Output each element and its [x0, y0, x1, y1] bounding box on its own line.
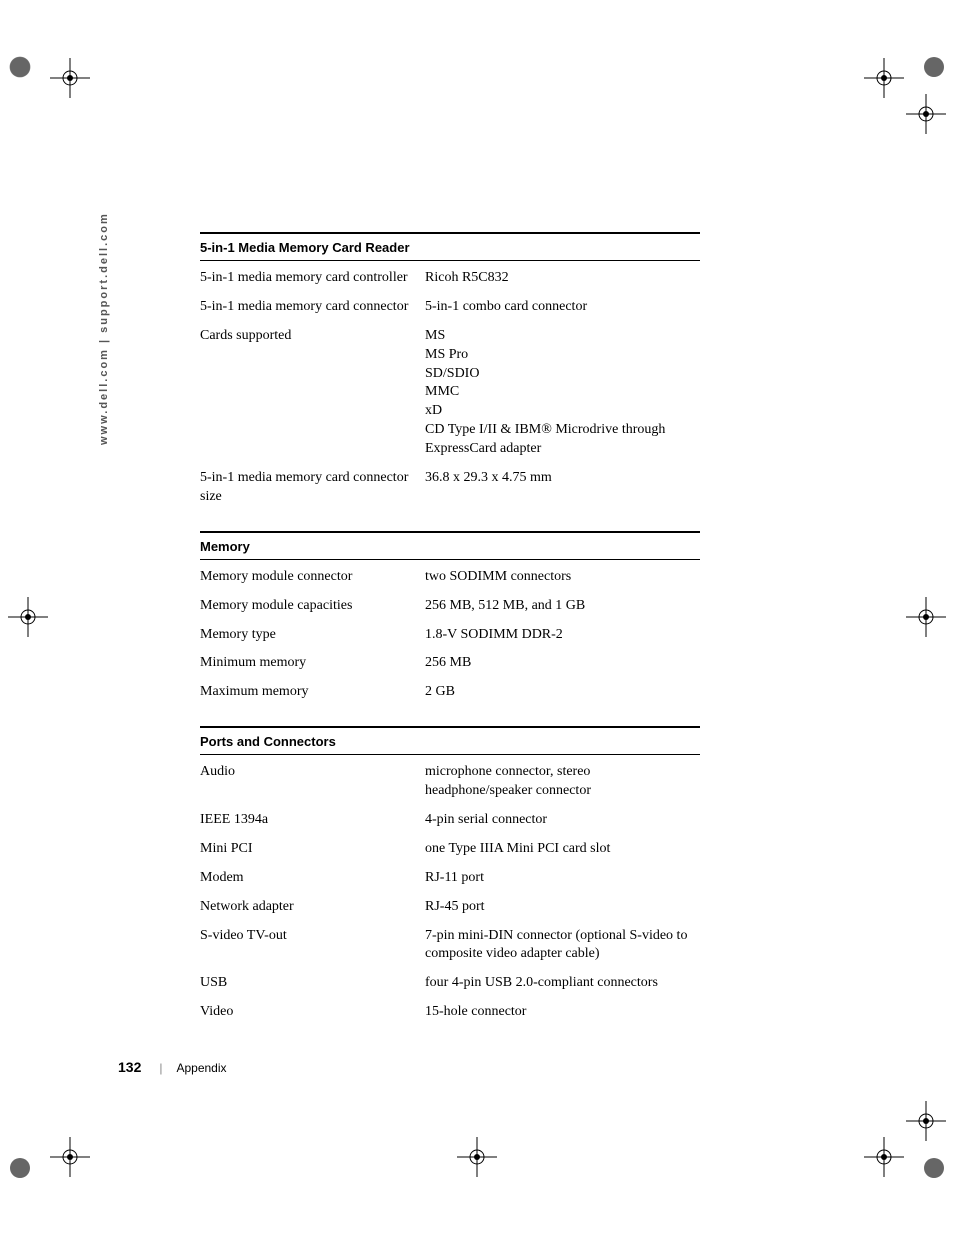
spec-value: Ricoh R5C832 [425, 269, 700, 288]
spec-value-line: MS [425, 327, 700, 346]
spec-label: Mini PCI [200, 840, 425, 859]
crop-mark-icon [50, 58, 90, 98]
spec-row: S-video TV-out 7-pin mini-DIN connector … [200, 927, 700, 965]
crop-mark-icon [457, 1137, 497, 1177]
spec-label: Maximum memory [200, 683, 425, 702]
crop-mark-icon [50, 1137, 90, 1177]
crop-mark-icon [906, 597, 946, 637]
spec-label: Memory module connector [200, 568, 425, 587]
spec-row: Network adapter RJ-45 port [200, 898, 700, 917]
crop-mark-icon [864, 58, 904, 98]
crop-mark-icon [906, 94, 946, 134]
crop-mark-icon [8, 1140, 48, 1180]
page-footer: 132 | Appendix [118, 1059, 227, 1075]
spec-label: Cards supported [200, 327, 425, 459]
crop-mark-icon [8, 597, 48, 637]
spec-label: 5-in-1 media memory card controller [200, 269, 425, 288]
crop-mark-icon [906, 55, 946, 95]
spec-label: Audio [200, 763, 425, 801]
spec-value: microphone connector, stereo headphone/s… [425, 763, 700, 801]
spec-label: Memory module capacities [200, 597, 425, 616]
spec-label: S-video TV-out [200, 927, 425, 965]
spec-value: 36.8 x 29.3 x 4.75 mm [425, 469, 700, 507]
footer-label: Appendix [176, 1061, 226, 1075]
spec-value-line: MMC [425, 383, 700, 402]
spec-value: two SODIMM connectors [425, 568, 700, 587]
spec-label: Network adapter [200, 898, 425, 917]
spec-row: USB four 4-pin USB 2.0-compliant connect… [200, 974, 700, 993]
spec-row: Video 15-hole connector [200, 1003, 700, 1022]
spec-value: four 4-pin USB 2.0-compliant connectors [425, 974, 700, 993]
footer-divider: | [159, 1061, 162, 1075]
spec-value: one Type IIIA Mini PCI card slot [425, 840, 700, 859]
spec-value-line: MS Pro [425, 346, 700, 365]
spec-row: Memory module capacities 256 MB, 512 MB,… [200, 597, 700, 616]
spec-value: 5-in-1 combo card connector [425, 298, 700, 317]
spec-value: 256 MB, 512 MB, and 1 GB [425, 597, 700, 616]
section-header: 5-in-1 Media Memory Card Reader [200, 232, 700, 261]
crop-mark-icon [906, 1140, 946, 1180]
spec-label: 5-in-1 media memory card connector size [200, 469, 425, 507]
crop-mark-icon [864, 1137, 904, 1177]
content-area: 5-in-1 Media Memory Card Reader 5-in-1 m… [200, 232, 700, 1032]
section-header: Ports and Connectors [200, 726, 700, 755]
spec-label: IEEE 1394a [200, 811, 425, 830]
spec-label: 5-in-1 media memory card connector [200, 298, 425, 317]
spec-value: 256 MB [425, 654, 700, 673]
crop-mark-icon [8, 55, 48, 95]
spec-row: 5-in-1 media memory card connector 5-in-… [200, 298, 700, 317]
crop-mark-icon [906, 1101, 946, 1141]
spec-value: 15-hole connector [425, 1003, 700, 1022]
spec-value-line: SD/SDIO [425, 365, 700, 384]
spec-value: 7-pin mini-DIN connector (optional S-vid… [425, 927, 700, 965]
spec-row: Minimum memory 256 MB [200, 654, 700, 673]
sidebar-url: www.dell.com | support.dell.com [98, 212, 110, 445]
spec-row: Audio microphone connector, stereo headp… [200, 763, 700, 801]
spec-value-line: xD [425, 402, 700, 421]
spec-row: Cards supported MS MS Pro SD/SDIO MMC xD… [200, 327, 700, 459]
spec-label: Modem [200, 869, 425, 888]
spec-value: 2 GB [425, 683, 700, 702]
spec-label: USB [200, 974, 425, 993]
spec-row: Memory module connector two SODIMM conne… [200, 568, 700, 587]
spec-row: 5-in-1 media memory card controller Rico… [200, 269, 700, 288]
spec-row: 5-in-1 media memory card connector size … [200, 469, 700, 507]
spec-value: RJ-45 port [425, 898, 700, 917]
spec-value: 4-pin serial connector [425, 811, 700, 830]
section-header: Memory [200, 531, 700, 560]
spec-value: 1.8-V SODIMM DDR-2 [425, 626, 700, 645]
spec-row: Modem RJ-11 port [200, 869, 700, 888]
spec-row: Memory type 1.8-V SODIMM DDR-2 [200, 626, 700, 645]
spec-value: RJ-11 port [425, 869, 700, 888]
spec-value-line: CD Type I/II & IBM® Microdrive through E… [425, 421, 700, 459]
spec-row: Mini PCI one Type IIIA Mini PCI card slo… [200, 840, 700, 859]
spec-label: Video [200, 1003, 425, 1022]
spec-row: IEEE 1394a 4-pin serial connector [200, 811, 700, 830]
spec-value: MS MS Pro SD/SDIO MMC xD CD Type I/II & … [425, 327, 700, 459]
spec-label: Memory type [200, 626, 425, 645]
spec-label: Minimum memory [200, 654, 425, 673]
page-number: 132 [118, 1059, 141, 1075]
spec-row: Maximum memory 2 GB [200, 683, 700, 702]
